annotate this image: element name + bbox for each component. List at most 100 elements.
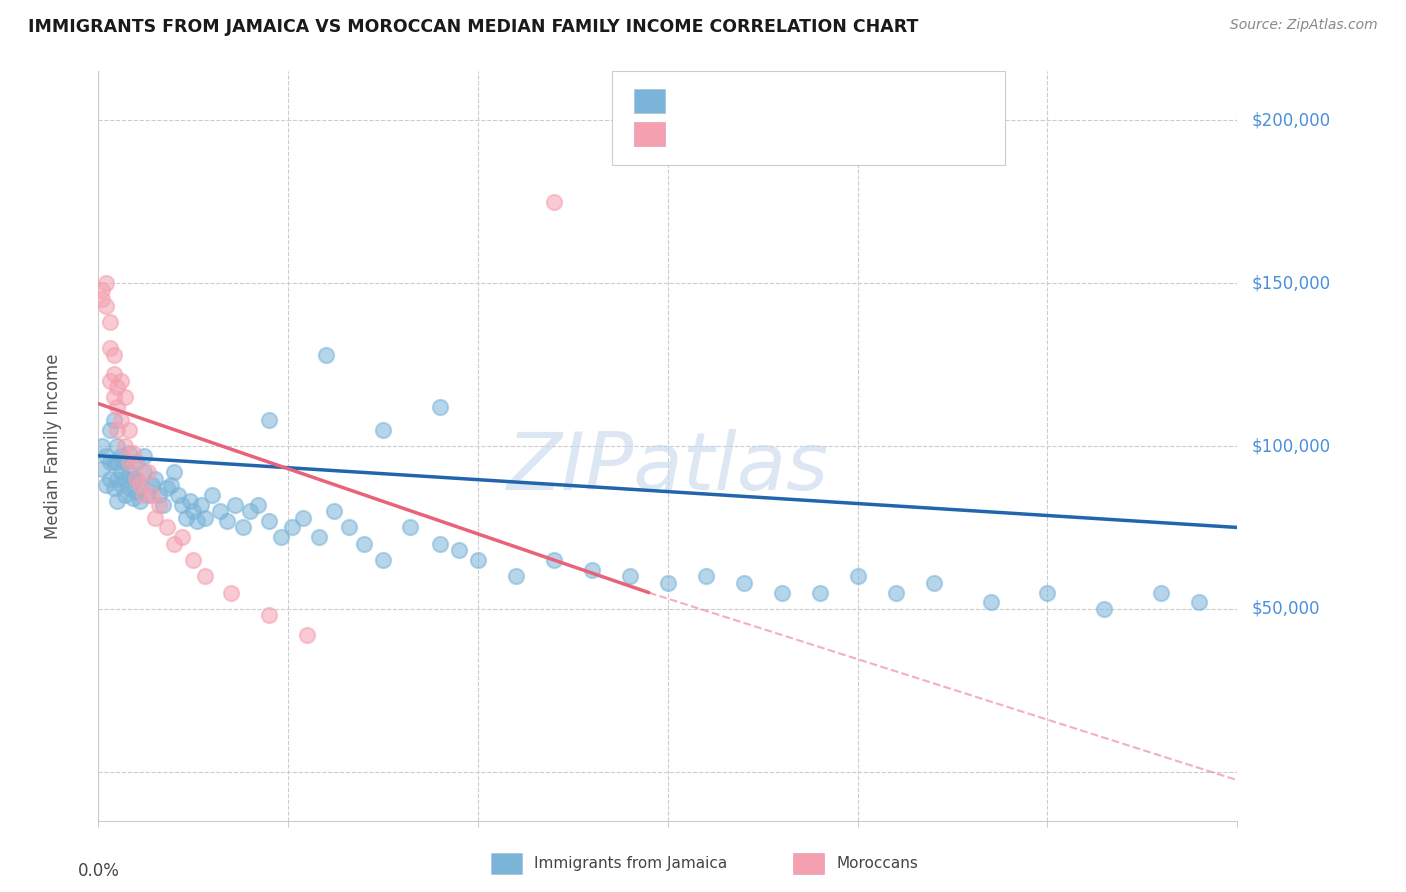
Point: [179, 494, 201, 508]
Point: [125, 472, 148, 486]
Point: [353, 537, 375, 551]
Point: [110, 465, 132, 479]
Point: [121, 472, 143, 486]
Point: [217, 514, 239, 528]
Point: [371, 423, 394, 437]
Point: [114, 472, 136, 486]
Point: [118, 455, 141, 469]
Point: [141, 488, 163, 502]
Point: [129, 494, 152, 508]
Point: [103, 413, 125, 427]
Point: [110, 478, 132, 492]
Point: [118, 423, 141, 437]
Point: [91, 439, 114, 453]
Point: [129, 478, 152, 492]
Point: [201, 488, 224, 502]
Point: [163, 465, 186, 479]
Point: [98, 423, 121, 437]
Point: [281, 520, 304, 534]
Point: [398, 520, 420, 534]
Point: [141, 478, 163, 492]
Point: [429, 537, 451, 551]
Point: [125, 455, 148, 469]
Point: [91, 293, 114, 307]
Point: [657, 575, 679, 590]
Point: [183, 553, 205, 567]
Point: [98, 374, 121, 388]
Point: [770, 585, 793, 599]
Point: [98, 341, 121, 355]
Point: [148, 498, 170, 512]
Point: [186, 514, 208, 528]
Point: [429, 400, 451, 414]
Text: $100,000: $100,000: [1251, 437, 1330, 455]
Point: [94, 276, 117, 290]
Point: [125, 472, 148, 486]
Point: [846, 569, 869, 583]
Point: [174, 510, 197, 524]
Point: [208, 504, 231, 518]
Point: [922, 575, 945, 590]
Point: [170, 530, 193, 544]
Point: [107, 455, 129, 469]
Point: [107, 472, 129, 486]
Point: [98, 455, 121, 469]
Point: [103, 390, 125, 404]
Point: [114, 390, 136, 404]
Text: $50,000: $50,000: [1251, 600, 1320, 618]
Point: [371, 553, 394, 567]
Point: [156, 481, 179, 495]
Point: [110, 374, 132, 388]
Text: Source: ZipAtlas.com: Source: ZipAtlas.com: [1230, 18, 1378, 32]
Point: [114, 488, 136, 502]
Point: [103, 481, 125, 495]
Text: $200,000: $200,000: [1251, 112, 1330, 129]
Text: Median Family Income: Median Family Income: [44, 353, 62, 539]
Point: [125, 484, 148, 499]
Point: [221, 585, 243, 599]
Point: [132, 488, 155, 502]
Point: [91, 462, 114, 476]
Point: [145, 472, 167, 486]
Point: [107, 380, 129, 394]
Point: [322, 504, 344, 518]
Text: Moroccans: Moroccans: [837, 856, 918, 871]
Point: [581, 563, 603, 577]
Point: [505, 569, 527, 583]
Point: [136, 488, 159, 502]
Point: [110, 413, 132, 427]
Point: [543, 553, 565, 567]
Point: [145, 510, 167, 524]
Point: [1094, 602, 1116, 616]
Text: ZIPatlas: ZIPatlas: [506, 429, 830, 508]
Point: [884, 585, 907, 599]
Point: [132, 449, 155, 463]
Point: [107, 494, 129, 508]
Point: [107, 439, 129, 453]
Point: [315, 348, 337, 362]
Text: $150,000: $150,000: [1251, 274, 1330, 292]
Point: [1150, 585, 1173, 599]
Point: [159, 478, 181, 492]
Point: [118, 445, 141, 459]
Point: [118, 465, 141, 479]
Point: [129, 478, 152, 492]
Point: [152, 498, 174, 512]
Point: [98, 315, 121, 329]
Text: Immigrants from Jamaica: Immigrants from Jamaica: [534, 856, 727, 871]
Point: [107, 400, 129, 414]
Point: [297, 628, 319, 642]
Point: [94, 299, 117, 313]
Point: [110, 449, 132, 463]
Point: [259, 608, 281, 623]
Point: [337, 520, 360, 534]
Point: [270, 530, 292, 544]
Point: [91, 283, 114, 297]
Point: [246, 498, 269, 512]
Point: [118, 481, 141, 495]
Point: [121, 445, 143, 459]
Point: [224, 498, 246, 512]
Point: [103, 368, 125, 382]
Point: [808, 585, 831, 599]
Point: [543, 194, 565, 209]
